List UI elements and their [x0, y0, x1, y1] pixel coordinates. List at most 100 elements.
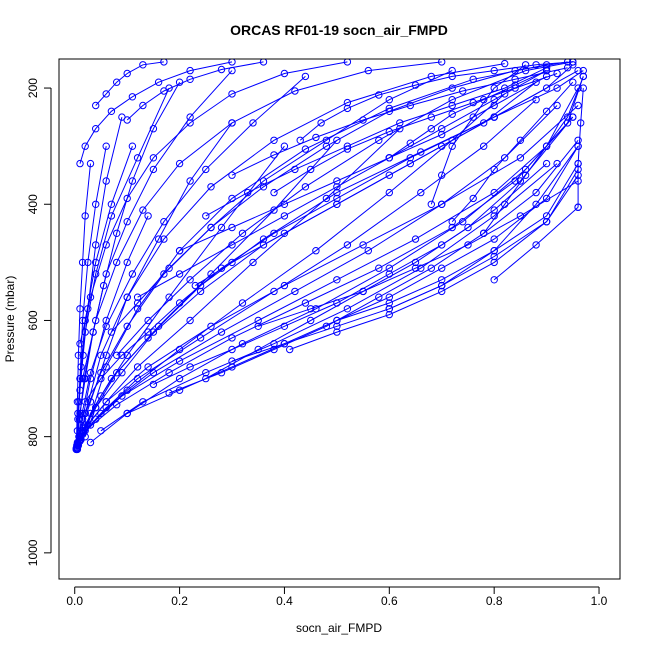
data-point [123, 116, 131, 124]
profile-line [258, 180, 579, 327]
data-point [438, 171, 446, 179]
data-point [102, 398, 110, 406]
data-point [579, 84, 587, 92]
data-point [375, 264, 383, 272]
profile-line [231, 67, 568, 176]
data-point [301, 145, 310, 153]
data-point [333, 188, 341, 197]
data-point [333, 316, 341, 325]
data-point [516, 177, 525, 185]
data-point [149, 165, 158, 174]
data-point [574, 84, 582, 92]
data-point [490, 66, 498, 75]
data-point [521, 171, 530, 179]
data-point [532, 188, 540, 197]
data-point [228, 90, 236, 98]
data-point [133, 305, 142, 313]
data-point [359, 287, 367, 296]
data-point [448, 110, 456, 118]
data-point [102, 322, 110, 330]
profile-series [113, 59, 577, 359]
data-point [186, 75, 194, 84]
data-point [521, 66, 530, 75]
data-point [228, 258, 236, 267]
data-point [464, 241, 472, 249]
data-point [343, 59, 352, 66]
data-point [128, 142, 137, 150]
data-point [123, 409, 131, 418]
data-point [521, 61, 530, 69]
profile-line [84, 70, 579, 403]
profile-line [79, 93, 506, 440]
data-point [490, 258, 498, 267]
data-point [563, 64, 572, 72]
profile-line [153, 163, 547, 385]
y-tick-label: 800 [26, 426, 40, 446]
data-point [280, 281, 289, 290]
data-point [128, 177, 137, 185]
data-point [427, 72, 435, 81]
data-point [107, 328, 116, 336]
data-point [259, 235, 268, 243]
data-point [97, 351, 105, 359]
data-point [516, 212, 525, 220]
data-point [322, 142, 331, 150]
data-point [448, 66, 456, 75]
data-point [76, 159, 84, 168]
data-point [144, 316, 152, 325]
data-point [574, 159, 582, 168]
data-point [149, 328, 158, 336]
data-point [490, 96, 498, 104]
data-point [128, 93, 137, 101]
data-point [81, 142, 89, 150]
profile-series [123, 59, 268, 124]
data-point [333, 322, 341, 330]
data-point [191, 281, 200, 290]
profile-line [82, 61, 442, 379]
data-point [186, 316, 194, 325]
data-point [490, 84, 498, 92]
data-point [113, 78, 121, 86]
data-point [574, 136, 582, 145]
data-point [228, 119, 236, 127]
data-point [175, 159, 184, 168]
profile-line [76, 105, 579, 449]
data-point [411, 235, 420, 243]
profile-line [77, 76, 306, 444]
data-point [160, 87, 168, 95]
x-tick-label: 0.8 [486, 594, 503, 608]
data-point [438, 59, 446, 66]
data-point [406, 159, 414, 168]
data-point [123, 69, 131, 78]
series-layer [72, 59, 587, 454]
data-point [406, 154, 414, 162]
data-point [149, 125, 158, 133]
data-point [165, 389, 173, 397]
data-point [79, 351, 87, 359]
data-point [86, 438, 95, 447]
y-axis: 200 400 600 800 1000 [26, 78, 52, 566]
data-point [542, 142, 551, 150]
y-tick-label: 400 [26, 194, 40, 214]
data-point [92, 200, 100, 209]
data-point [102, 90, 110, 98]
data-point [438, 130, 446, 139]
data-point [307, 165, 315, 174]
data-point [385, 310, 393, 319]
data-point [84, 421, 92, 429]
data-point [312, 247, 320, 255]
data-point [385, 96, 393, 104]
data-point [542, 107, 551, 116]
data-point [574, 66, 582, 75]
data-point [574, 101, 582, 110]
data-point [516, 154, 525, 162]
data-point [411, 81, 420, 89]
data-point [217, 223, 226, 232]
data-point [175, 270, 184, 278]
data-point [532, 61, 540, 69]
data-point [364, 66, 372, 75]
data-point [154, 235, 163, 243]
data-point [301, 72, 310, 81]
data-point [427, 200, 435, 209]
